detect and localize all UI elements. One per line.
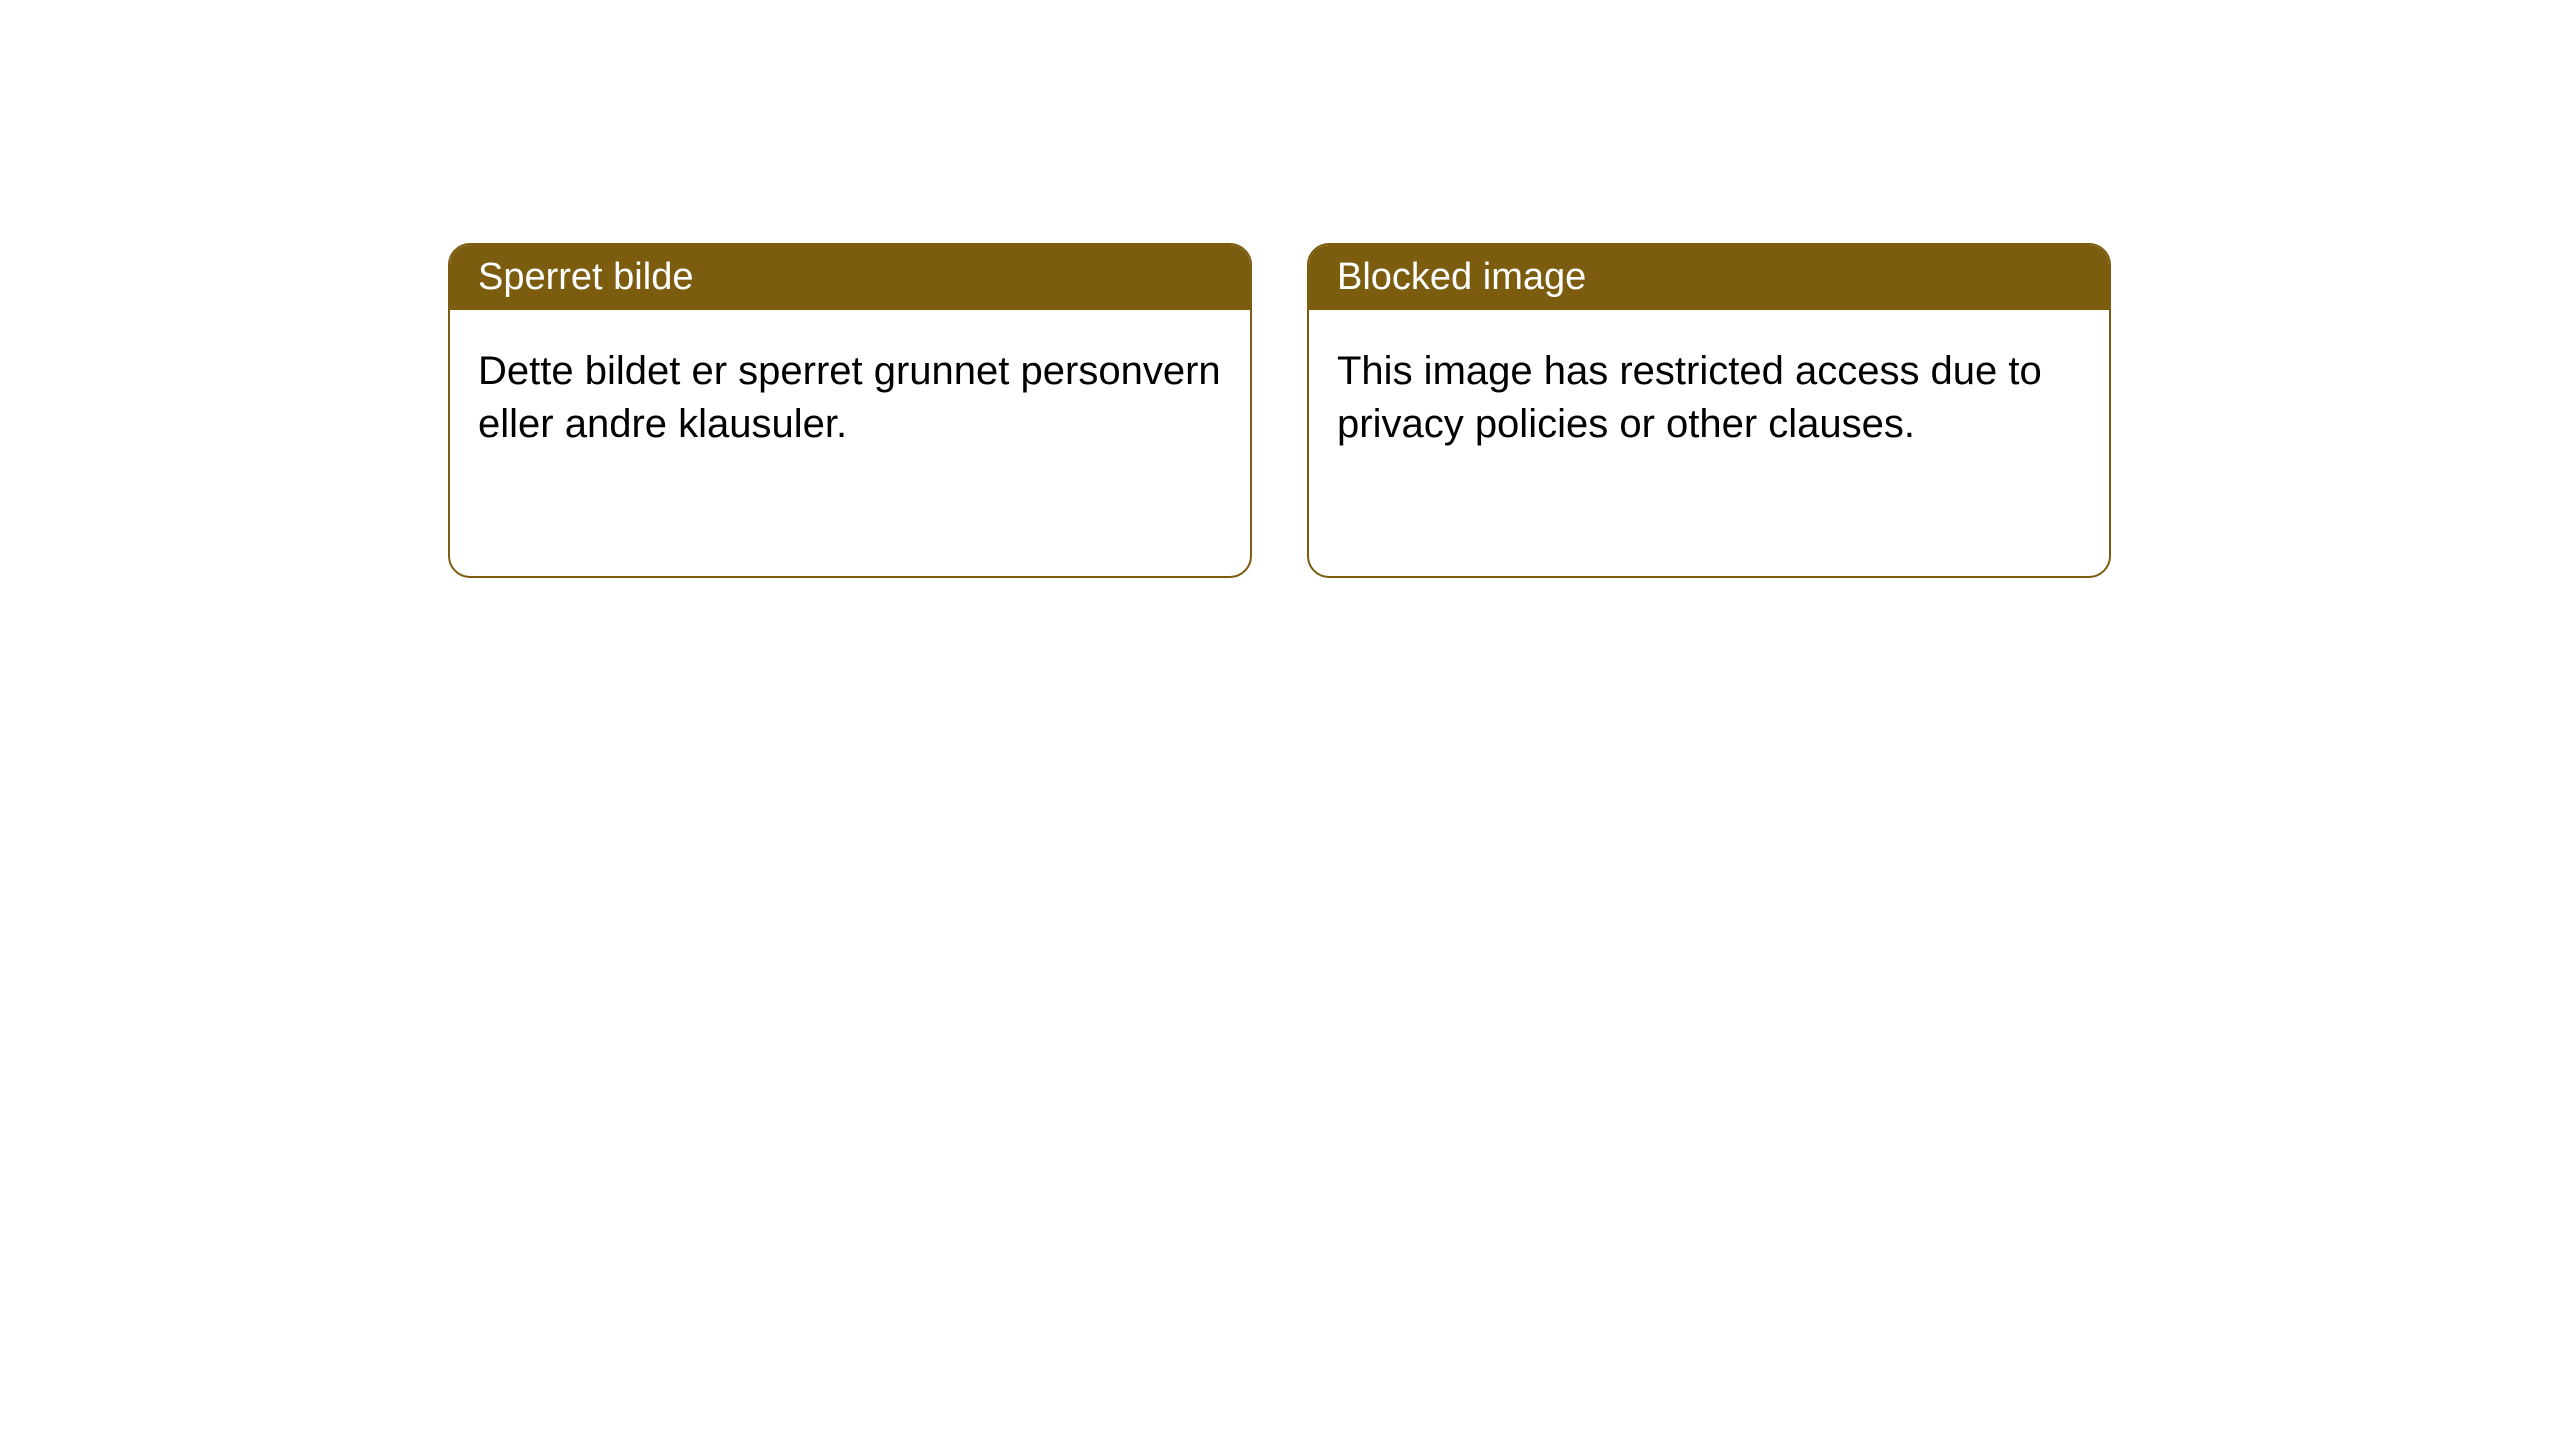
notice-card-norwegian: Sperret bilde Dette bildet er sperret gr… [448,243,1252,578]
card-body-text: Dette bildet er sperret grunnet personve… [478,349,1221,446]
notice-cards-container: Sperret bilde Dette bildet er sperret gr… [448,243,2111,578]
card-header: Sperret bilde [450,245,1250,310]
card-header-text: Sperret bilde [478,256,693,298]
card-header: Blocked image [1309,245,2109,310]
card-body: This image has restricted access due to … [1309,310,2109,486]
card-body: Dette bildet er sperret grunnet personve… [450,310,1250,486]
notice-card-english: Blocked image This image has restricted … [1307,243,2111,578]
card-body-text: This image has restricted access due to … [1337,349,2042,446]
card-header-text: Blocked image [1337,256,1586,298]
